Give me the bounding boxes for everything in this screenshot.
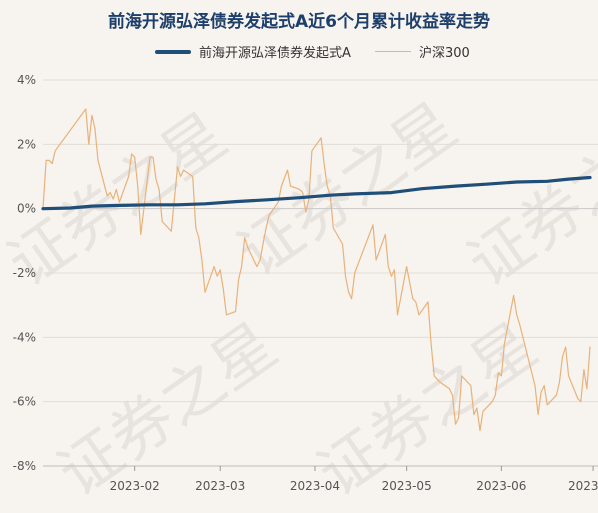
- y-tick-label: 4%: [17, 73, 36, 87]
- line-chart: 4% 2% 0% -2% -4% -6% -8% 2023-02 2023-03 2023-04 2…: [13, 73, 598, 493]
- legend-item-index: 沪深300: [375, 42, 470, 61]
- x-tick-label: 2023-03: [195, 479, 245, 493]
- x-tick-label: 2023-05: [382, 479, 432, 493]
- legend-label-index: 沪深300: [419, 46, 470, 61]
- y-tick-label: 2%: [17, 137, 36, 151]
- legend-swatch-fund: [155, 49, 191, 54]
- y-tick-label: -4%: [13, 330, 36, 344]
- y-tick-label: -2%: [13, 266, 36, 280]
- legend: 前海开源弘泽债券发起式A 沪深300: [0, 42, 598, 62]
- legend-swatch-index: [375, 50, 411, 53]
- legend-label-fund: 前海开源弘泽债券发起式A: [199, 46, 351, 61]
- x-tick-label: 2023-06: [476, 479, 526, 493]
- series-line-index: [42, 108, 591, 432]
- y-tick-label: 0%: [17, 202, 36, 216]
- y-tick-label: -6%: [13, 395, 36, 409]
- x-tick-label: 2023-02: [110, 479, 160, 493]
- x-tick-label: 2023-07: [568, 479, 598, 493]
- y-tick-label: -8%: [13, 459, 36, 473]
- legend-item-fund: 前海开源弘泽债券发起式A: [155, 42, 351, 61]
- chart-title: 前海开源弘泽债券发起式A近6个月累计收益率走势: [108, 12, 490, 32]
- x-tick-label: 2023-04: [290, 479, 340, 493]
- series-line-fund: [41, 175, 592, 211]
